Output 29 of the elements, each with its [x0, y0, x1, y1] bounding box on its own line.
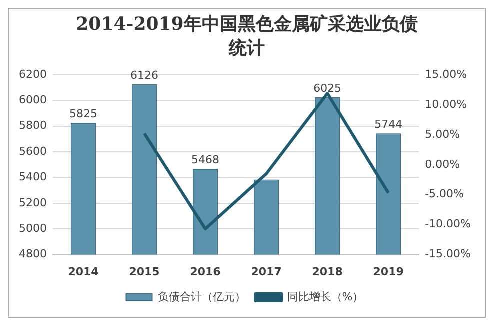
data-label: 5825: [70, 108, 98, 121]
data-label: 5468: [192, 153, 220, 166]
x-tick-label: 2016: [190, 265, 222, 278]
y2-tick-label: 5.00%: [425, 128, 460, 141]
x-tick-label: 2017: [251, 265, 282, 278]
y2-tick-label: -5.00%: [425, 188, 464, 201]
data-label: 5744: [374, 118, 403, 131]
data-label: 6025: [314, 82, 342, 95]
y-tick-label: 4800: [18, 248, 47, 261]
x-tick-label: 2018: [312, 265, 343, 278]
y-tick-label: 5200: [18, 196, 47, 210]
y-tick-label: 5800: [18, 119, 47, 132]
legend-label: 负债合计（亿元）: [158, 290, 246, 304]
y-tick-label: 5600: [18, 144, 47, 158]
x-tick-label: 2014: [68, 265, 100, 278]
y-tick-label: 6000: [18, 94, 47, 107]
legend-label: 同比增长（%）: [287, 290, 364, 304]
data-label: 6126: [130, 68, 159, 82]
y-tick-label: 6200: [18, 68, 47, 81]
y2-tick-label: 15.00%: [425, 68, 468, 81]
chart-title: 2014-2019年中国黑色金属矿采选业负债统计: [75, 13, 419, 61]
y2-tick-label: -15.00%: [425, 248, 472, 261]
y2-tick-label: -10.00%: [425, 218, 472, 231]
y-tick-label: 5400: [18, 170, 47, 184]
y-tick-label: 5000: [18, 222, 47, 235]
x-tick-label: 2019: [373, 265, 404, 278]
y2-tick-label: 10.00%: [425, 98, 468, 111]
y2-tick-label: 0.00%: [425, 158, 460, 171]
x-tick-label: 2015: [129, 265, 160, 278]
